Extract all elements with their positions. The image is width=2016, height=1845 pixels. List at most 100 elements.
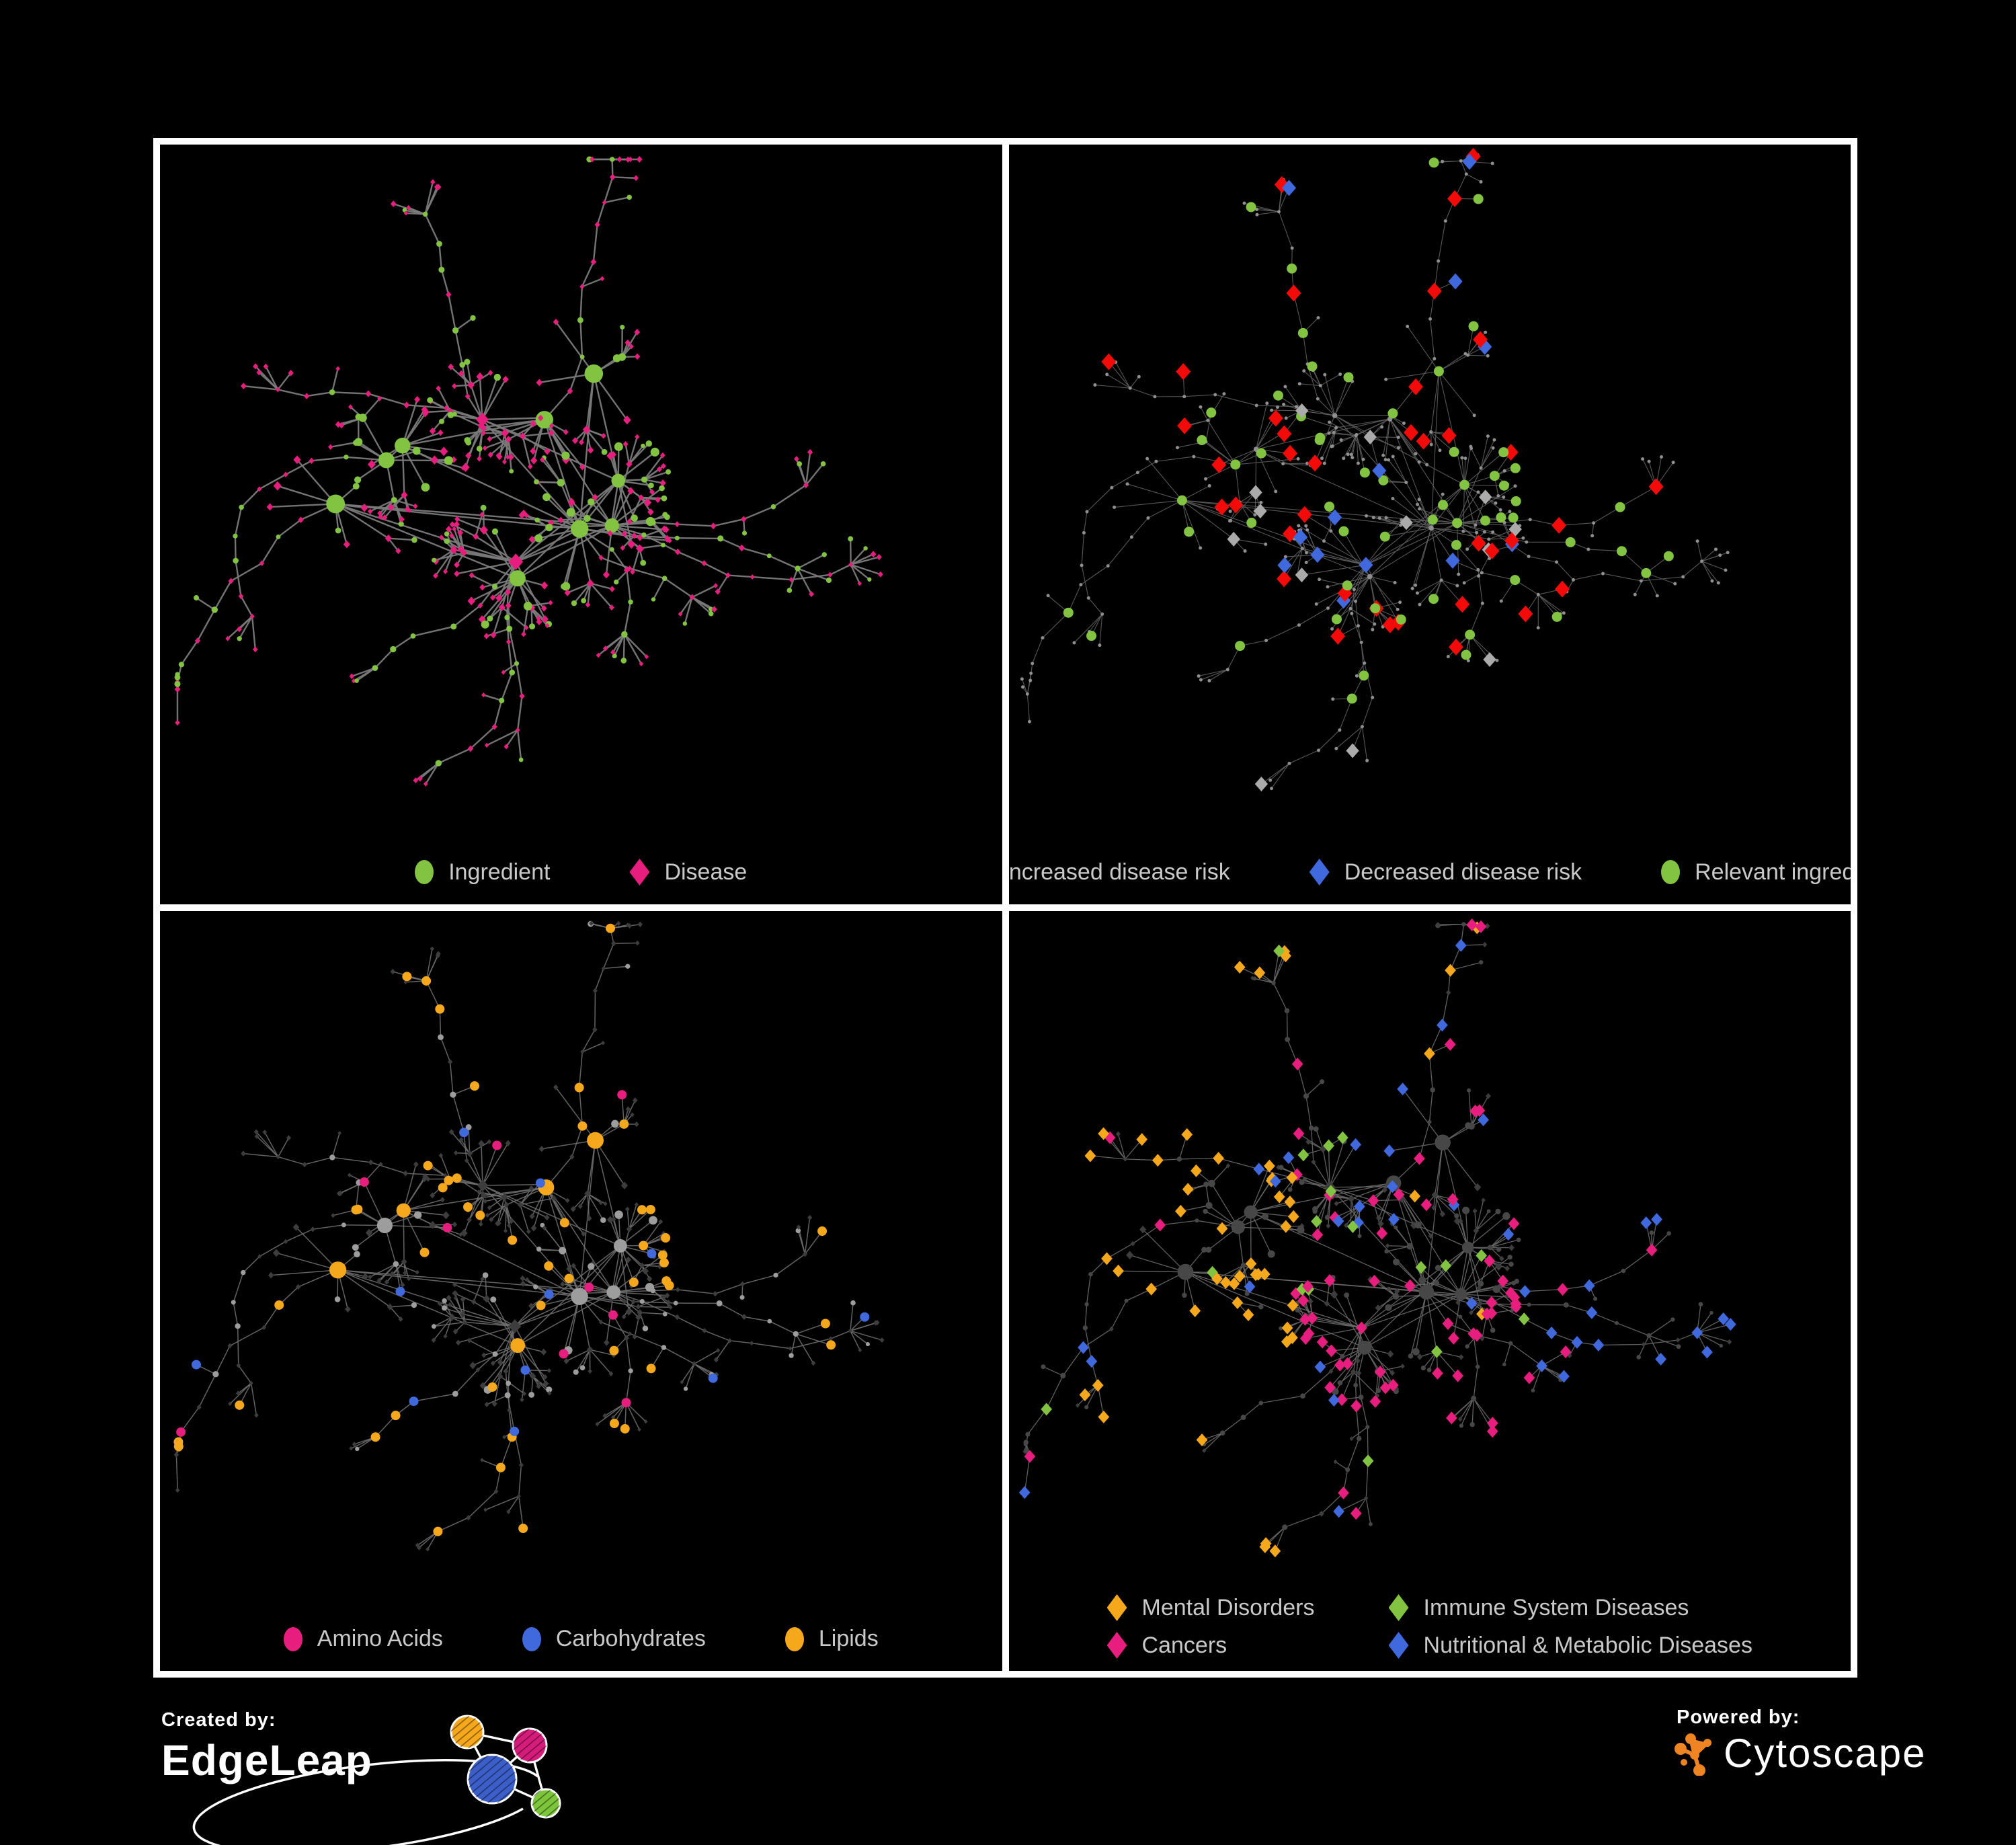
graph-node[interactable] — [1023, 1440, 1029, 1445]
graph-node[interactable] — [750, 1341, 754, 1345]
graph-node[interactable] — [492, 584, 497, 589]
graph-node[interactable] — [1283, 1151, 1294, 1164]
graph-node[interactable] — [1443, 219, 1447, 223]
graph-node[interactable] — [1195, 1218, 1199, 1222]
graph-node[interactable] — [1651, 1213, 1662, 1226]
graph-node[interactable] — [1277, 210, 1280, 213]
graph-node[interactable] — [1681, 575, 1685, 578]
graph-node[interactable] — [1385, 1304, 1392, 1311]
graph-node[interactable] — [1396, 615, 1406, 625]
graph-node[interactable] — [637, 1427, 641, 1432]
graph-node[interactable] — [1350, 1400, 1362, 1413]
graph-node[interactable] — [621, 1181, 628, 1189]
graph-node[interactable] — [1508, 1245, 1515, 1251]
graph-node[interactable] — [1469, 1422, 1474, 1427]
graph-node[interactable] — [503, 1368, 509, 1374]
graph-node[interactable] — [1691, 1327, 1703, 1339]
graph-node[interactable] — [506, 1140, 511, 1146]
graph-node[interactable] — [439, 1153, 444, 1158]
graph-node[interactable] — [1356, 461, 1359, 465]
graph-node[interactable] — [675, 549, 681, 555]
graph-node[interactable] — [1385, 1243, 1389, 1248]
graph-node[interactable] — [1182, 1293, 1187, 1298]
graph-node[interactable] — [1350, 1507, 1361, 1520]
graph-node[interactable] — [481, 1352, 486, 1358]
graph-node[interactable] — [1264, 543, 1267, 546]
graph-node[interactable] — [302, 1162, 307, 1167]
graph-node[interactable] — [1454, 1213, 1459, 1218]
graph-node[interactable] — [1467, 1089, 1471, 1093]
graph-node[interactable] — [1299, 1179, 1304, 1185]
graph-node[interactable] — [817, 1226, 827, 1236]
graph-node[interactable] — [1234, 961, 1245, 974]
graph-node[interactable] — [1369, 1395, 1381, 1408]
graph-node[interactable] — [1484, 331, 1487, 334]
graph-node[interactable] — [484, 633, 489, 639]
graph-node[interactable] — [741, 1314, 747, 1320]
graph-node[interactable] — [1384, 1249, 1389, 1254]
graph-node[interactable] — [1197, 674, 1200, 678]
graph-node[interactable] — [438, 430, 443, 436]
graph-node[interactable] — [309, 458, 314, 464]
graph-node[interactable] — [354, 1251, 360, 1257]
graph-node[interactable] — [1181, 1128, 1193, 1141]
graph-node[interactable] — [807, 1215, 812, 1220]
graph-node[interactable] — [1254, 777, 1267, 791]
graph-node[interactable] — [473, 533, 479, 540]
graph-node[interactable] — [494, 374, 501, 381]
graph-node[interactable] — [519, 1462, 524, 1468]
graph-node[interactable] — [368, 508, 373, 514]
graph-node[interactable] — [1448, 1332, 1459, 1345]
graph-node[interactable] — [1084, 1302, 1088, 1306]
graph-node[interactable] — [391, 200, 397, 207]
graph-node[interactable] — [1177, 1264, 1193, 1280]
graph-node[interactable] — [1490, 162, 1494, 165]
graph-node[interactable] — [520, 1397, 524, 1402]
graph-node[interactable] — [1452, 518, 1462, 528]
graph-node[interactable] — [1230, 459, 1240, 469]
graph-node[interactable] — [580, 354, 585, 359]
graph-node[interactable] — [353, 483, 360, 489]
graph-node[interactable] — [600, 1217, 606, 1223]
graph-node[interactable] — [1491, 531, 1494, 534]
graph-node[interactable] — [1145, 1283, 1157, 1296]
graph-node[interactable] — [1465, 1122, 1471, 1129]
graph-node[interactable] — [1191, 1165, 1202, 1177]
graph-node[interactable] — [1496, 512, 1506, 522]
graph-node[interactable] — [1060, 1373, 1065, 1378]
graph-node[interactable] — [1084, 1150, 1096, 1163]
graph-node[interactable] — [641, 477, 647, 483]
graph-node[interactable] — [1536, 1360, 1547, 1372]
graph-node[interactable] — [1489, 471, 1499, 481]
graph-node[interactable] — [1673, 582, 1677, 586]
graph-node[interactable] — [1277, 426, 1291, 442]
graph-node[interactable] — [1646, 1333, 1651, 1338]
graph-node[interactable] — [628, 599, 633, 604]
graph-node[interactable] — [606, 924, 615, 933]
graph-node[interactable] — [1485, 1093, 1490, 1099]
graph-node[interactable] — [1459, 480, 1469, 490]
graph-node[interactable] — [1277, 557, 1291, 574]
graph-node[interactable] — [1455, 1288, 1467, 1300]
graph-node[interactable] — [176, 1427, 186, 1437]
graph-node[interactable] — [1101, 1252, 1113, 1265]
graph-node[interactable] — [430, 947, 434, 951]
graph-node[interactable] — [650, 1288, 655, 1294]
graph-node[interactable] — [1284, 1195, 1295, 1208]
graph-node[interactable] — [514, 661, 519, 666]
graph-node[interactable] — [519, 693, 524, 699]
graph-node[interactable] — [1297, 623, 1300, 627]
graph-node[interactable] — [663, 1312, 668, 1317]
graph-node[interactable] — [1457, 573, 1460, 576]
graph-node[interactable] — [1300, 547, 1303, 550]
graph-node[interactable] — [1349, 1436, 1353, 1441]
graph-node[interactable] — [1563, 1302, 1568, 1308]
graph-node[interactable] — [1583, 1280, 1595, 1292]
graph-node[interactable] — [662, 576, 668, 581]
graph-node[interactable] — [397, 1204, 411, 1218]
graph-node[interactable] — [659, 485, 665, 492]
graph-node[interactable] — [233, 558, 239, 564]
graph-node[interactable] — [1287, 762, 1291, 765]
graph-node[interactable] — [1297, 524, 1300, 527]
graph-node[interactable] — [701, 560, 707, 566]
